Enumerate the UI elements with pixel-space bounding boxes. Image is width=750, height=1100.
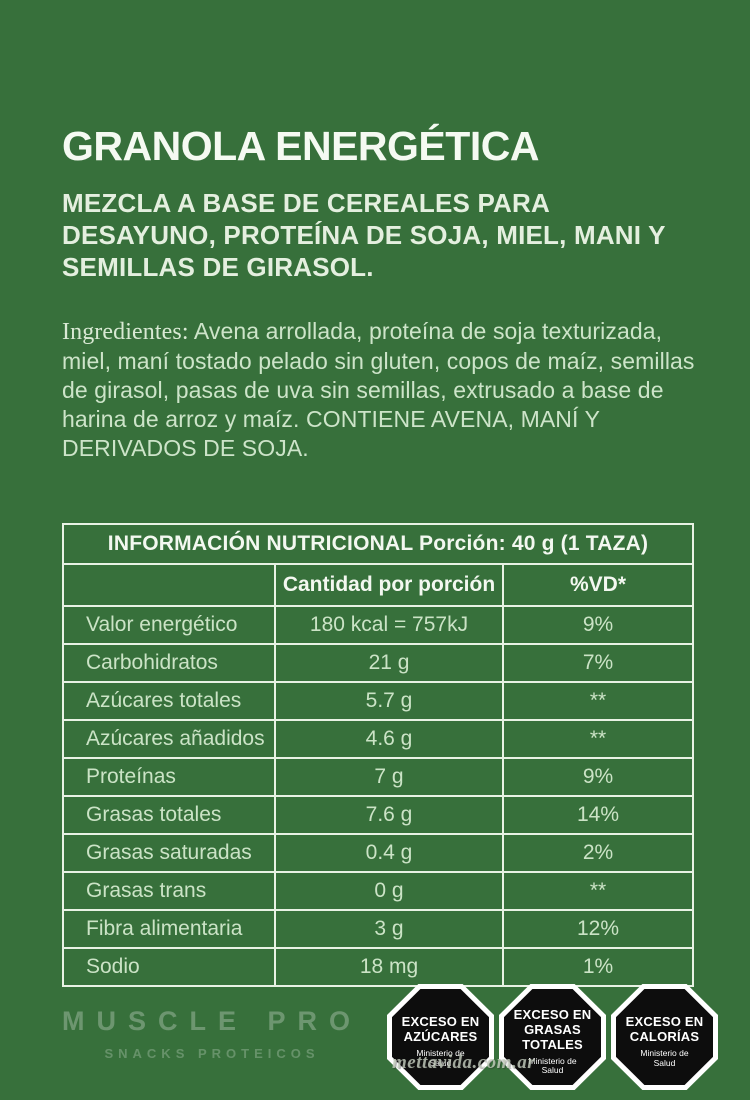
label-footer: MUSCLE PRO SNACKS PROTEICOS EXCESO EN AZ… xyxy=(62,984,718,1090)
nutrient-vd: 14% xyxy=(501,795,695,835)
nutrient-amount: 21 g xyxy=(274,643,504,683)
nutrient-name: Grasas totales xyxy=(62,795,276,835)
nutrient-vd: ** xyxy=(501,871,695,911)
nutrient-vd: 9% xyxy=(501,605,695,645)
seal-line: CALORÍAS xyxy=(629,1029,700,1044)
seal-text: EXCESO EN GRASAS TOTALES Ministerio de S… xyxy=(499,984,606,1090)
seal-excess-total-fats: EXCESO EN GRASAS TOTALES Ministerio de S… xyxy=(499,984,606,1090)
nutrient-name: Proteínas xyxy=(62,757,276,797)
octagon-icon xyxy=(616,989,713,1085)
table-title-row: INFORMACIÓN NUTRICIONAL Porción: 40 g (1… xyxy=(61,523,695,565)
nutrient-name: Carbohidratos xyxy=(62,643,276,683)
seal-excess-sugars: EXCESO EN AZÚCARES Ministerio de Salud xyxy=(387,984,494,1090)
seal-text: EXCESO EN AZÚCARES Ministerio de Salud xyxy=(387,984,494,1090)
brand-name: MUSCLE PRO xyxy=(62,1006,363,1036)
brand-logo: MUSCLE PRO SNACKS PROTEICOS xyxy=(62,1006,362,1061)
column-header-amount: Cantidad por porción xyxy=(274,563,504,607)
ingredients-text: Avena arrollada, proteína de soja textur… xyxy=(62,318,695,461)
table-row: Proteínas 7 g 9% xyxy=(62,757,695,797)
column-header-empty xyxy=(62,563,276,607)
nutrient-amount: 7.6 g xyxy=(274,795,504,835)
nutrient-name: Sodio xyxy=(62,947,276,987)
nutrient-amount: 0.4 g xyxy=(274,833,504,873)
product-description-line: SEMILLAS DE GIRASOL. xyxy=(62,252,374,282)
watermark: mettavida.com.ar xyxy=(392,1052,536,1073)
nutrient-name: Grasas saturadas xyxy=(62,833,276,873)
nutrient-vd: 2% xyxy=(501,833,695,873)
nutrient-amount: 5.7 g xyxy=(274,681,504,721)
warning-seals: EXCESO EN AZÚCARES Ministerio de Salud E… xyxy=(387,984,718,1090)
seal-line: EXCESO EN xyxy=(625,1014,704,1029)
table-row: Grasas totales 7.6 g 14% xyxy=(62,795,695,835)
label-content: GRANOLA ENERGÉTICA MEZCLA A BASE DE CERE… xyxy=(61,123,700,987)
nutrient-vd: ** xyxy=(501,719,695,759)
table-row: Azúcares añadidos 4.6 g ** xyxy=(62,719,695,759)
nutrient-vd: 7% xyxy=(501,643,695,683)
nutrient-amount: 4.6 g xyxy=(274,719,504,759)
seal-line: GRASAS xyxy=(524,1021,581,1037)
nutrient-amount: 3 g xyxy=(274,909,504,949)
nutrient-amount: 18 mg xyxy=(274,947,504,987)
table-row: Carbohidratos 21 g 7% xyxy=(62,643,695,683)
nutrient-amount: 7 g xyxy=(274,757,504,797)
ingredients-label: Ingredientes: xyxy=(62,319,189,345)
octagon-icon xyxy=(392,989,489,1085)
table-row: Grasas trans 0 g ** xyxy=(62,871,695,911)
table-row: Sodio 18 mg 1% xyxy=(62,947,695,987)
page-title: GRANOLA ENERGÉTICA xyxy=(62,123,539,169)
table-row: Grasas saturadas 0.4 g 2% xyxy=(62,833,695,873)
nutrient-name: Valor energético xyxy=(62,605,276,645)
nutrient-vd: 1% xyxy=(501,947,695,987)
seal-excess-calories: EXCESO EN CALORÍAS Ministerio de Salud xyxy=(611,984,718,1090)
table-row: Azúcares totales 5.7 g ** xyxy=(62,681,695,721)
nutrient-name: Azúcares totales xyxy=(62,681,276,721)
nutrient-name: Grasas trans xyxy=(62,871,276,911)
nutrient-amount: 180 kcal = 757kJ xyxy=(274,605,504,645)
nutrient-amount: 0 g xyxy=(274,871,504,911)
seal-ministry: Ministerio de Salud xyxy=(640,1048,689,1068)
seal-line: TOTALES xyxy=(522,1036,583,1052)
table-row: Valor energético 180 kcal = 757kJ 9% xyxy=(62,605,695,645)
seal-text: EXCESO EN CALORÍAS Ministerio de Salud xyxy=(611,984,718,1090)
nutrient-name: Fibra alimentaria xyxy=(62,909,276,949)
nutrient-vd: 9% xyxy=(501,757,695,797)
product-description-line: DESAYUNO, PROTEÍNA DE SOJA, MIEL, MANI Y xyxy=(62,220,666,250)
seal-ministry: Ministerio de Salud xyxy=(528,1055,577,1075)
product-description: MEZCLA A BASE DE CEREALES PARA DESAYUNO,… xyxy=(62,187,700,283)
seal-line: EXCESO EN xyxy=(401,1014,480,1029)
seal-line: EXCESO EN xyxy=(513,1006,592,1022)
octagon-icon xyxy=(504,989,601,1085)
seal-line: AZÚCARES xyxy=(403,1029,478,1044)
seal-ministry: Ministerio de Salud xyxy=(416,1048,465,1068)
nutrient-vd: ** xyxy=(501,681,695,721)
table-title: INFORMACIÓN NUTRICIONAL Porción: 40 g (1… xyxy=(61,523,695,565)
column-header-vd: %VD* xyxy=(501,563,695,607)
brand-tagline: SNACKS PROTEICOS xyxy=(104,1046,320,1061)
nutrient-name: Azúcares añadidos xyxy=(62,719,276,759)
table-row: Fibra alimentaria 3 g 12% xyxy=(62,909,695,949)
product-description-line: MEZCLA A BASE DE CEREALES PARA xyxy=(62,188,550,218)
nutrition-table: INFORMACIÓN NUTRICIONAL Porción: 40 g (1… xyxy=(61,523,695,987)
table-header-row: Cantidad por porción %VD* xyxy=(62,563,695,607)
nutrient-vd: 12% xyxy=(501,909,695,949)
ingredients-paragraph: Ingredientes: Avena arrollada, proteína … xyxy=(62,317,698,463)
